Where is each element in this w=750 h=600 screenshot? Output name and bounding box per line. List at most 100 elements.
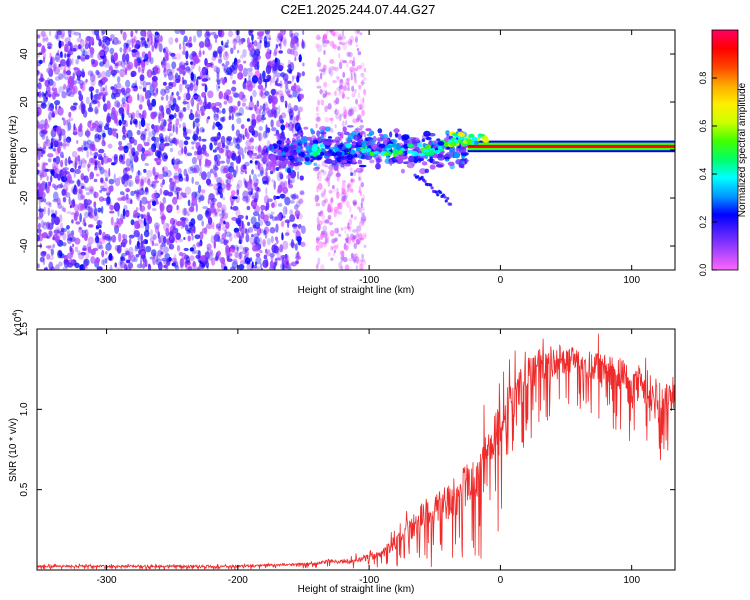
spectrogram-cell [230, 47, 234, 55]
spectrogram-cell [341, 30, 344, 37]
spectrogram-cell [424, 168, 430, 174]
spectrogram-cell [104, 36, 111, 46]
spectrogram-cell [353, 134, 361, 141]
spectrogram-cell [353, 153, 358, 158]
spectrogram-cell [193, 164, 200, 174]
spectrogram-cell [234, 251, 239, 259]
spectrogram-cell [345, 238, 349, 244]
spectrogram-cell [246, 262, 252, 270]
spectrogram-cell [60, 159, 64, 168]
spectrogram-cell [41, 91, 45, 98]
spectrogram-cell [324, 230, 329, 238]
spectrogram-cell [169, 147, 174, 153]
spectrogram-cell [249, 50, 253, 57]
spectrogram-cell [341, 35, 346, 40]
spectrogram-cell [341, 182, 346, 187]
spectrogram-cell [155, 224, 160, 235]
spectrogram-cell [198, 158, 202, 167]
spectrogram-cell [164, 73, 167, 78]
spectrogram-cell [228, 30, 234, 38]
spectrogram-cell [151, 112, 158, 119]
spectrogram-cell [256, 100, 260, 108]
spectrogram-cell [280, 30, 286, 36]
spectrogram-cell [206, 243, 212, 251]
spectrogram-cell [317, 182, 323, 190]
spectrogram-cell [59, 59, 66, 65]
spectrogram-cell [320, 99, 325, 106]
spectrogram-cell [265, 258, 269, 268]
spectrogram-cell [105, 200, 112, 207]
spectrogram-cell [89, 207, 95, 215]
spectrogram-cell [122, 153, 126, 161]
spectrogram-cell [251, 233, 254, 238]
spectrogram-cell [80, 185, 85, 190]
spectrogram-cell [173, 175, 179, 179]
spectrogram-cell [259, 105, 263, 112]
spectrogram-cell [343, 114, 347, 120]
spectrogram-cell [68, 34, 72, 38]
spectrogram-cell [320, 210, 324, 215]
spectrogram-cell [242, 67, 248, 77]
spectrogram-cell [165, 85, 171, 91]
spectrogram-cell [246, 118, 251, 122]
spectrogram-cell [270, 255, 274, 262]
spectrogram-cell [74, 168, 81, 174]
spectrogram-cell [133, 209, 139, 219]
spectrogram-cell [88, 86, 93, 93]
spectrogram-cell [149, 40, 156, 47]
spectrogram-cell [127, 172, 130, 182]
spectrogram-cell [355, 35, 358, 44]
spectrogram-cell [256, 114, 263, 122]
spectrogram-cell [237, 49, 240, 54]
spectrogram-cell [180, 30, 186, 35]
spectrogram-cell [171, 92, 174, 96]
spectrogram-cell [291, 75, 294, 83]
spectrogram-cell [129, 160, 134, 169]
spectrogram-cell [89, 102, 92, 111]
spectrogram-cell [249, 257, 253, 262]
spectrogram-cell [247, 226, 254, 233]
spectrogram-cell [204, 158, 209, 165]
spectrogram-cell [125, 250, 130, 256]
spectrogram-cell [338, 114, 342, 122]
spectrogram-cell [214, 37, 218, 43]
spectrogram-cell [332, 33, 336, 37]
spectrogram-cell [185, 136, 191, 140]
spectrogram-cell [224, 44, 229, 48]
spectrogram-cell [199, 166, 202, 175]
spectrogram-cell [43, 198, 47, 203]
spectrogram-cell [259, 262, 263, 269]
spectrogram-cell [200, 193, 204, 202]
spectrogram-cell [359, 176, 362, 182]
spectrogram-cell [254, 160, 259, 164]
spectrogram-cell [212, 105, 217, 113]
spectrogram-cell [249, 137, 254, 143]
spectrogram-cell [81, 233, 85, 239]
spectrogram-cell [362, 194, 365, 201]
spectrogram-cell [197, 266, 200, 270]
spectrogram-cell [73, 123, 76, 131]
spectrogram-cell [112, 40, 115, 45]
spectrogram-cell [251, 153, 255, 161]
spectrogram-cell [212, 221, 215, 230]
spectrogram-cell [247, 70, 253, 78]
snr-frame [36, 328, 676, 571]
spectrogram-cell [265, 175, 271, 183]
spectrogram-cell [265, 220, 271, 227]
spectrogram-cell [202, 50, 205, 55]
spectrogram-cell [342, 126, 347, 133]
spectrogram-cell [221, 142, 226, 148]
spectrogram-cell [106, 102, 112, 111]
spectrogram-cell [298, 198, 304, 204]
spectrogram-cell [245, 196, 249, 204]
spectrogram-cell [204, 40, 211, 48]
spectrogram-cell [53, 229, 60, 234]
spectrogram-cell [105, 177, 108, 182]
spectrogram-cell [244, 181, 248, 188]
spectrogram-cell [74, 237, 81, 245]
spectrogram-cell [345, 244, 348, 252]
spectrogram-cell [181, 147, 184, 154]
spectrogram-cell [144, 176, 150, 184]
spectrogram-cell [62, 196, 67, 203]
spectrogram-cell [102, 197, 109, 202]
